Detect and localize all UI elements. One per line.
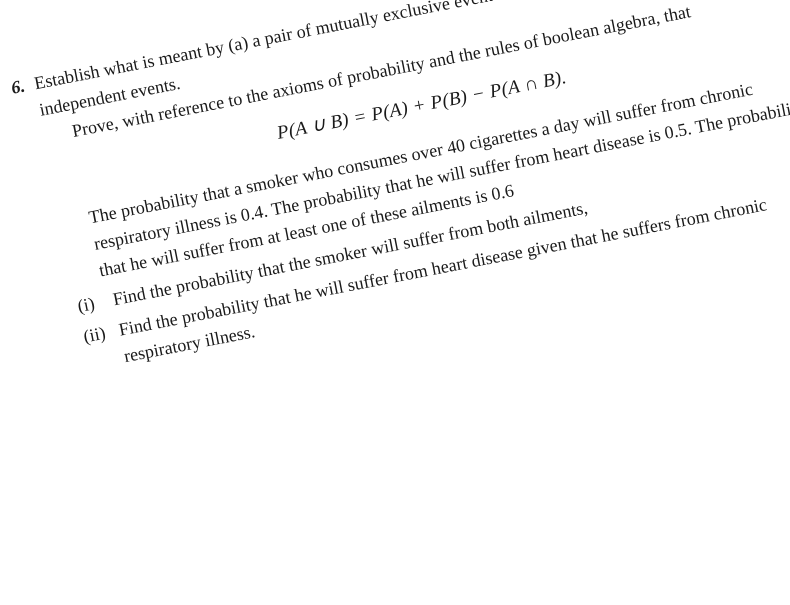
- question-number: 6.: [0, 71, 37, 107]
- rotated-document-sheet: ty 6. Establish what is meant by (a) a p…: [0, 0, 790, 454]
- page-viewport: ty 6. Establish what is meant by (a) a p…: [0, 0, 790, 605]
- question-body: Establish what is meant by (a) a pair of…: [32, 0, 790, 377]
- subpart-label-i: (i): [75, 286, 115, 319]
- subpart-label-ii: (ii): [81, 317, 121, 350]
- question-block: 6. Establish what is meant by (a) a pair…: [0, 0, 790, 386]
